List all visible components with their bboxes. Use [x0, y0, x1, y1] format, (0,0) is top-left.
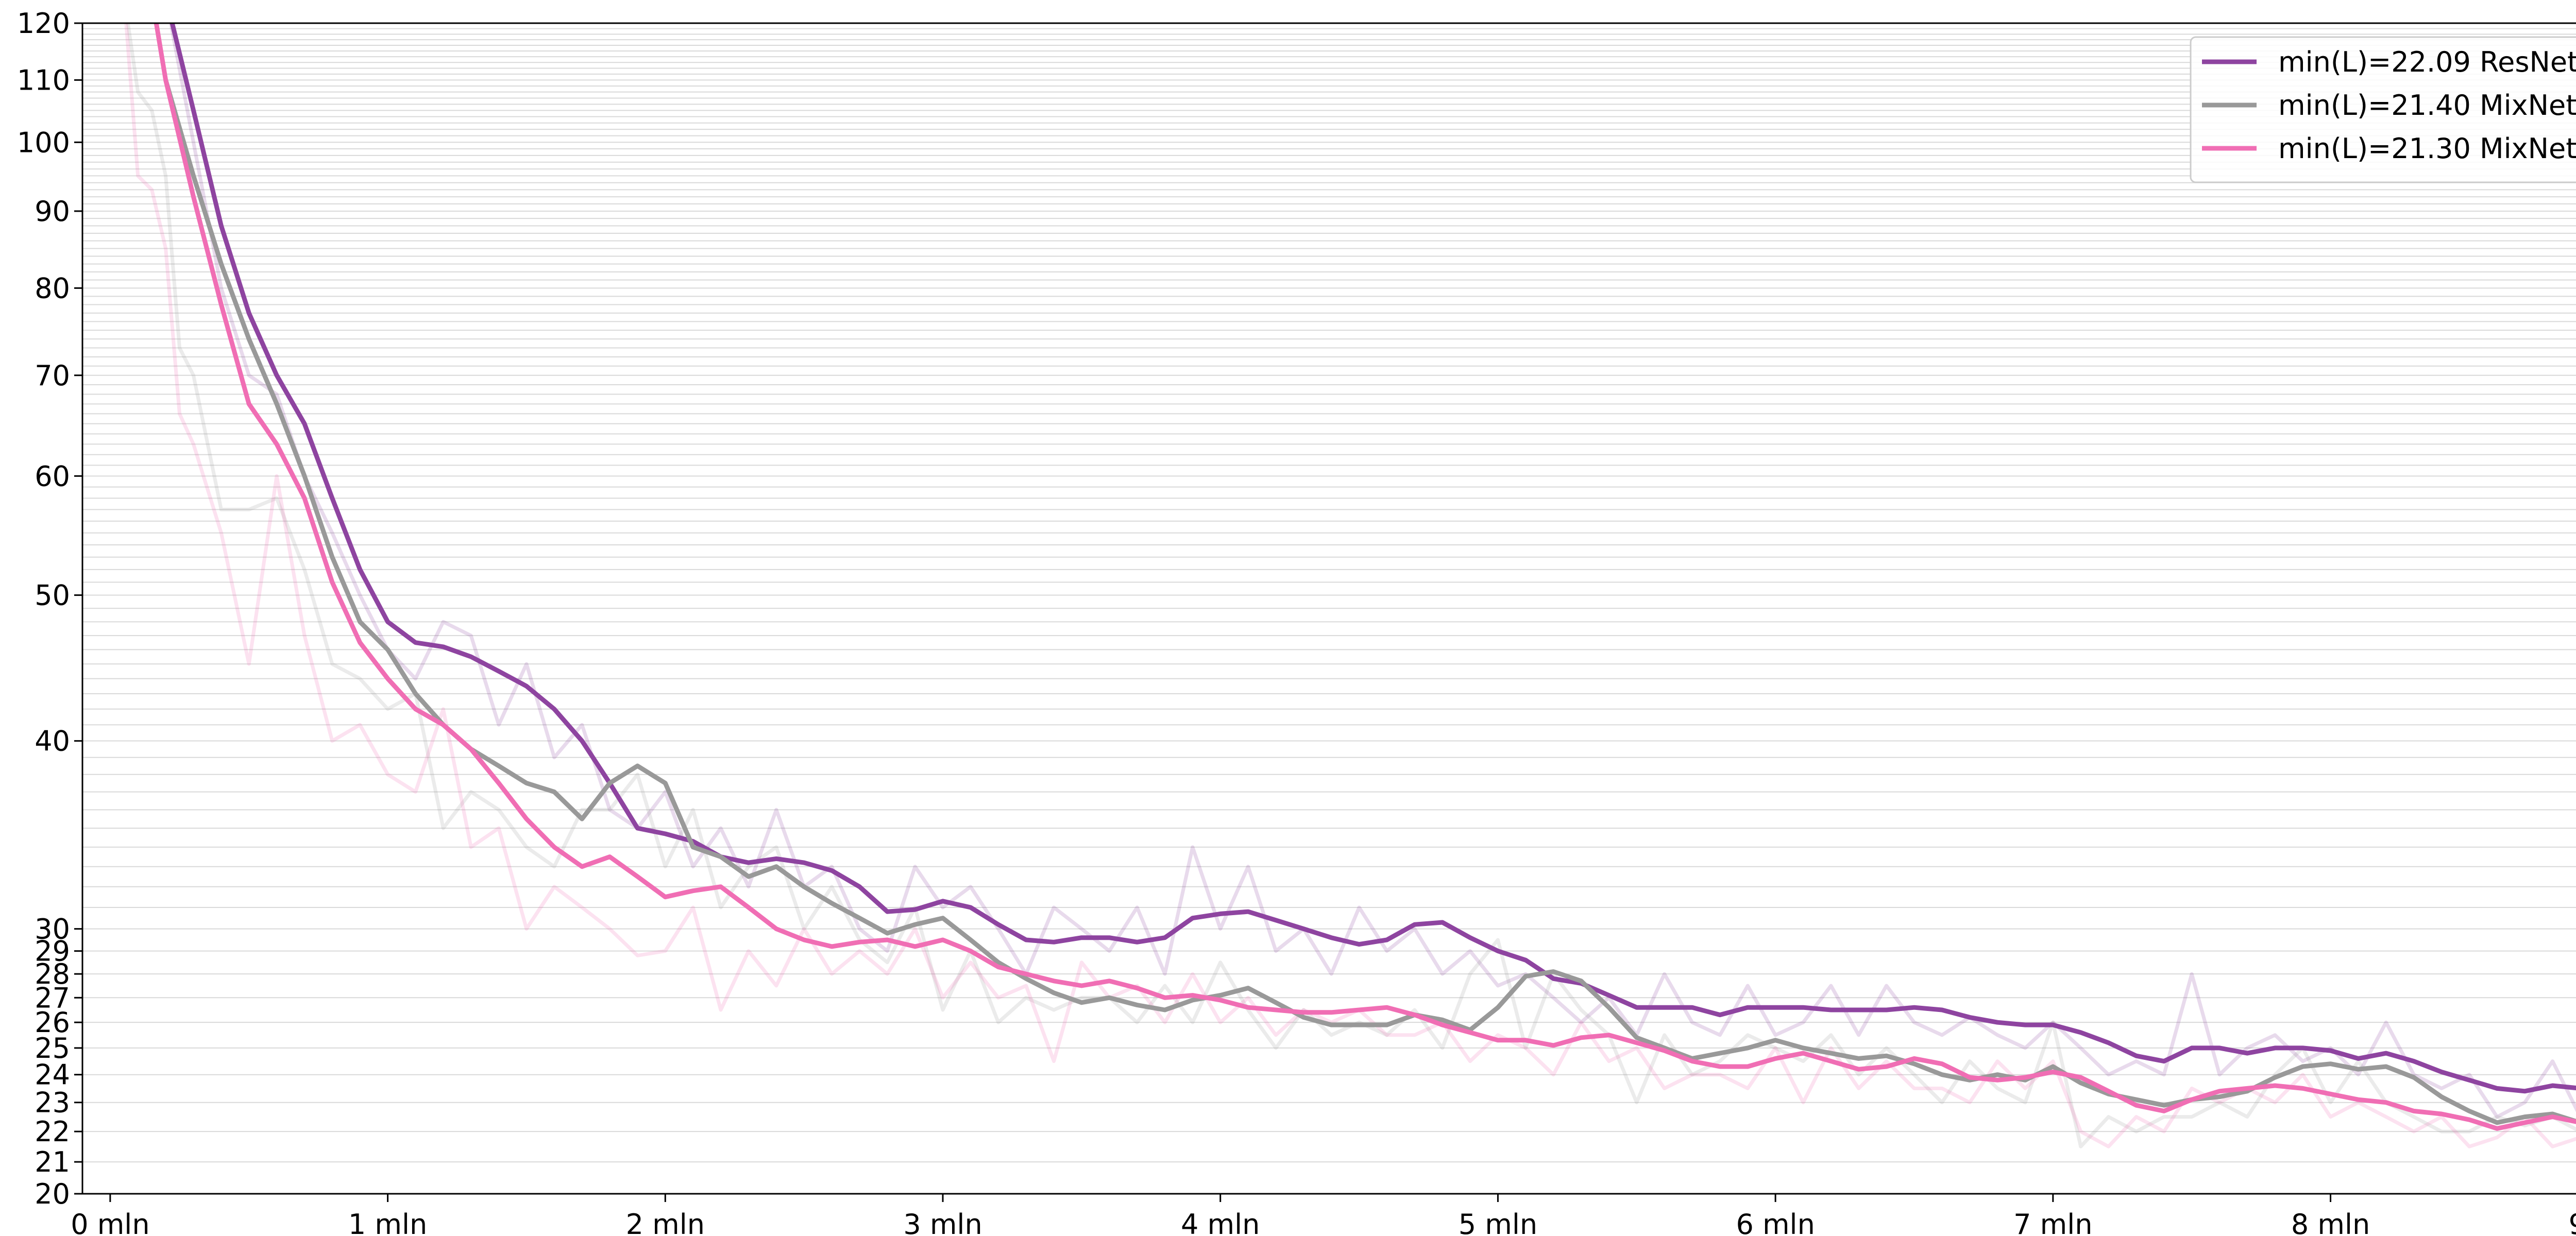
x-tick-label: 9 mln: [2569, 1208, 2576, 1236]
y-tick-label: 20: [35, 1178, 70, 1210]
x-tick-label: 3 mln: [903, 1208, 982, 1236]
y-tick-label: 24: [35, 1059, 70, 1091]
y-tick-label: 110: [17, 64, 70, 96]
series-smoothed-line-0: [170, 23, 2576, 1094]
x-tick-label: 1 mln: [348, 1208, 427, 1236]
y-tick-label: 60: [35, 460, 70, 492]
series-smoothed-line-2: [154, 23, 2576, 1131]
grid: [82, 28, 2576, 1163]
x-tick-label: 6 mln: [1736, 1208, 1815, 1236]
y-tick-label: 27: [35, 982, 70, 1014]
y-tick-label: 30: [35, 913, 70, 946]
x-axis: 0 mln 1 mln 2 mln 3 mln 4 mln 5 mln 6 mln 7 mln…: [71, 1194, 2576, 1236]
y-tick-label: 90: [35, 195, 70, 228]
y-tick-label: 120: [17, 7, 70, 40]
legend: min(L)=22.09 ResNet-18 min(L)=21.40 MixNe…: [2190, 36, 2576, 183]
legend-box: [2190, 36, 2576, 183]
y-tick-label: 28: [35, 958, 70, 990]
x-tick-label: 2 mln: [626, 1208, 705, 1236]
y-tick-label: 26: [35, 1006, 70, 1039]
y-tick-label: 25: [35, 1032, 70, 1065]
series-raw-line-0: [168, 23, 2576, 1119]
series-raw-line-1: [126, 23, 2576, 1148]
y-tick-label: 40: [35, 725, 70, 758]
x-tick-label: 5 mln: [1459, 1208, 1537, 1236]
x-tick-label: 7 mln: [2013, 1208, 2092, 1236]
x-tick-label: 8 mln: [2291, 1208, 2370, 1236]
legend-label: min(L)=21.30 MixNet-L: [2278, 132, 2576, 165]
plot-frame: [81, 22, 2576, 1195]
y-tick-label: 80: [35, 272, 70, 304]
y-tick-label: 29: [35, 935, 70, 968]
y-tick-label: 21: [35, 1146, 70, 1178]
legend-label: min(L)=21.40 MixNet-M: [2278, 89, 2576, 122]
y-tick-label: 22: [35, 1115, 70, 1148]
x-tick-label: 4 mln: [1181, 1208, 1260, 1236]
y-tick-label: 70: [35, 359, 70, 392]
smoothed-series-group: [154, 23, 2576, 1131]
y-tick-label: 23: [35, 1087, 70, 1119]
y-tick-label: 50: [35, 579, 70, 612]
series-smoothed-line-1: [163, 79, 2576, 1125]
y-tick-label: 100: [17, 126, 70, 159]
x-tick-label: 0 mln: [71, 1208, 149, 1236]
legend-label: min(L)=22.09 ResNet-18: [2278, 46, 2576, 78]
